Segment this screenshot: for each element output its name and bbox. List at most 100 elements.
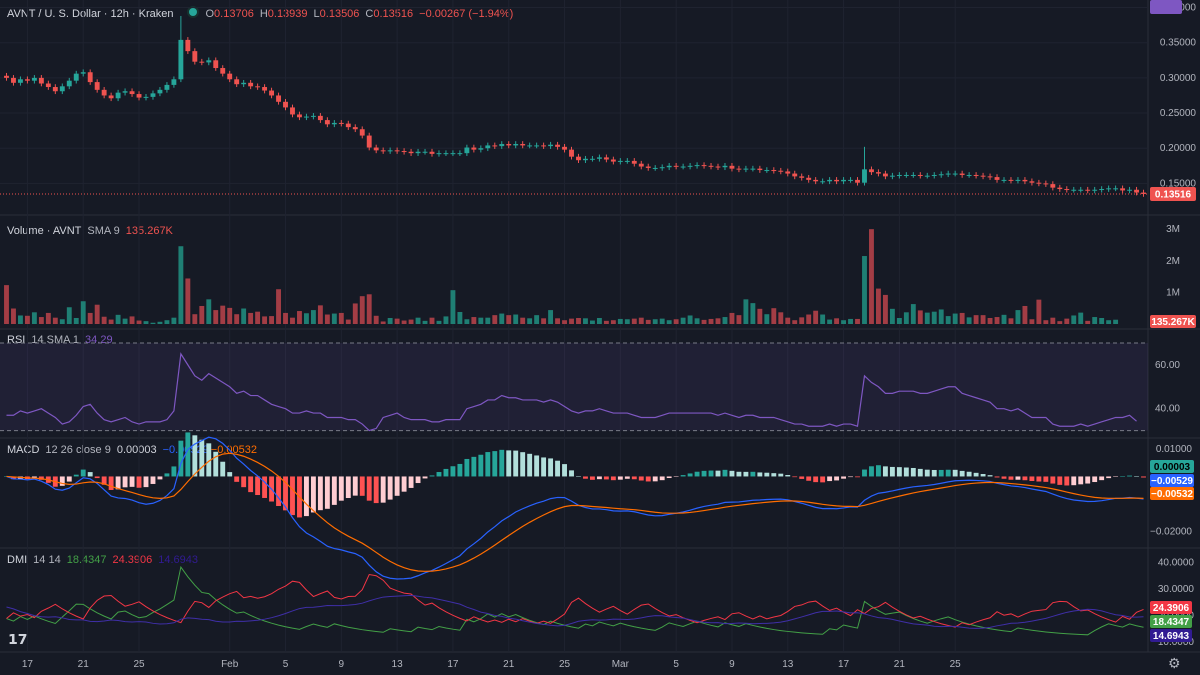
volume-bar bbox=[1029, 319, 1035, 324]
macd-hist-bar bbox=[896, 467, 902, 477]
volume-bar bbox=[234, 314, 240, 324]
macd-hist-bar bbox=[73, 474, 79, 477]
macd-hist-bar bbox=[778, 473, 784, 477]
candle-body bbox=[589, 158, 595, 160]
macd-hist-bar bbox=[143, 476, 149, 488]
candle-body bbox=[715, 166, 721, 168]
rsi-label[interactable]: RSI bbox=[7, 334, 26, 346]
macd-hist-bar bbox=[359, 476, 365, 496]
macd-hist-bar bbox=[813, 476, 819, 483]
candle-body bbox=[394, 150, 400, 152]
macd-hist-bar bbox=[492, 451, 498, 477]
volume-bar bbox=[757, 308, 763, 324]
candle-body bbox=[213, 60, 219, 69]
macd-hist-bar bbox=[352, 476, 358, 496]
volume-tick-label: 3M bbox=[1166, 224, 1180, 235]
candle-body bbox=[603, 157, 609, 160]
macd-hist-bar bbox=[548, 458, 554, 477]
candle-body bbox=[513, 144, 519, 146]
volume-bar bbox=[122, 318, 128, 324]
macd-label[interactable]: MACD bbox=[7, 444, 40, 456]
macd-hist-bar bbox=[645, 476, 651, 482]
volume-bar bbox=[359, 296, 365, 324]
volume-bar bbox=[589, 320, 595, 324]
macd-hist-bar bbox=[792, 476, 798, 478]
candle-body bbox=[1134, 189, 1139, 193]
macd-hist-bar bbox=[199, 439, 205, 477]
candle-body bbox=[1036, 182, 1042, 184]
volume-bar bbox=[1064, 318, 1070, 324]
candle-body bbox=[666, 165, 672, 168]
volume-bar bbox=[213, 310, 219, 324]
symbol-title[interactable]: AVNT / U. S. Dollar · 12h · Kraken bbox=[7, 8, 174, 20]
macd-hist-bar bbox=[66, 476, 72, 482]
macd-hist-bar bbox=[938, 469, 944, 477]
volume-bar bbox=[1085, 320, 1091, 324]
candle-body bbox=[1127, 189, 1133, 191]
macd-hist-bar bbox=[1134, 476, 1139, 477]
macd-hist-bar bbox=[150, 476, 156, 484]
volume-bar bbox=[506, 315, 512, 324]
volume-bar bbox=[785, 317, 791, 324]
volume-bar bbox=[178, 246, 184, 324]
macd-hist-bar bbox=[178, 440, 184, 477]
candle-body bbox=[645, 166, 651, 168]
dmi-minus-value: 24.3906 bbox=[112, 554, 153, 566]
dmi-tick-label: 30.0000 bbox=[1158, 584, 1195, 595]
macd-hist-bar bbox=[534, 455, 540, 477]
candle-body bbox=[673, 165, 679, 167]
candle-body bbox=[1015, 179, 1021, 181]
dmi-legend: DMI 14 14 18.4347 24.3906 14.6943 bbox=[7, 554, 204, 566]
volume-bar bbox=[610, 320, 616, 324]
time-tick-label: 9 bbox=[339, 659, 345, 670]
volume-bar bbox=[917, 310, 923, 324]
candle-body bbox=[192, 51, 198, 62]
macd-hist-bar bbox=[1078, 476, 1084, 485]
volume-bar bbox=[94, 304, 100, 324]
candle-body bbox=[896, 174, 902, 176]
volume-bar bbox=[185, 278, 191, 324]
volume-bar bbox=[443, 316, 449, 324]
volume-label[interactable]: Volume · AVNT bbox=[7, 225, 82, 237]
macd-hist-bar bbox=[1064, 476, 1070, 486]
volume-bar bbox=[534, 315, 540, 324]
candle-body bbox=[889, 175, 895, 177]
candle-body bbox=[122, 91, 128, 93]
macd-hist-bar bbox=[136, 476, 142, 488]
volume-bar bbox=[415, 317, 421, 324]
macd-last-label: −0.00532 bbox=[1151, 489, 1193, 500]
dmi-plus-value: 18.4347 bbox=[66, 554, 107, 566]
macd-hist-bar bbox=[59, 476, 65, 486]
candle-body bbox=[157, 89, 163, 94]
volume-bar bbox=[241, 308, 247, 324]
candle-body bbox=[492, 145, 498, 147]
tradingview-logo-icon[interactable]: 𝟭𝟳 bbox=[8, 631, 28, 647]
volume-bar bbox=[380, 321, 386, 324]
candle-body bbox=[778, 170, 784, 172]
candle-body bbox=[150, 93, 156, 97]
macd-hist-bar bbox=[687, 473, 693, 477]
volume-bar bbox=[645, 319, 651, 324]
volume-bar bbox=[743, 299, 749, 324]
candle-body bbox=[694, 165, 700, 167]
volume-last-label: 135.267K bbox=[1151, 317, 1195, 328]
candle-body bbox=[1043, 183, 1049, 185]
volume-bar bbox=[638, 317, 644, 324]
candle-body bbox=[869, 169, 874, 173]
volume-bar bbox=[1001, 314, 1007, 324]
candle-body bbox=[1092, 189, 1098, 191]
candle-body bbox=[310, 115, 316, 117]
low-value: 0.13506 bbox=[319, 8, 360, 20]
volume-bar bbox=[1008, 318, 1014, 324]
open-label: O bbox=[205, 8, 215, 20]
macd-hist-bar bbox=[827, 476, 833, 482]
settings-gear-icon[interactable]: ⚙ bbox=[1168, 655, 1181, 671]
candle-body bbox=[862, 169, 867, 183]
macd-hist-bar bbox=[666, 476, 672, 479]
dmi-label[interactable]: DMI bbox=[7, 554, 28, 566]
candle-body bbox=[952, 173, 958, 175]
volume-bar bbox=[192, 314, 198, 324]
volume-bar bbox=[596, 317, 602, 324]
candle-body bbox=[827, 179, 833, 182]
